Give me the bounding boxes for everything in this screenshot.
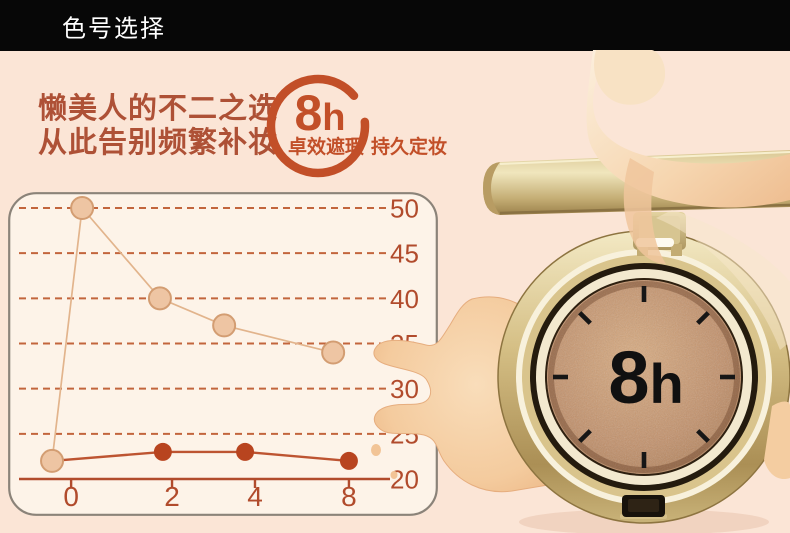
line-chart-panel: 202530354045500248 — [8, 192, 438, 516]
slogan-line-1: 懒美人的不二之选 — [38, 93, 279, 125]
slogan-headline: 懒美人的不二之选 从此告别频繁补妆 — [38, 92, 278, 160]
data-point-light_line — [40, 448, 65, 473]
data-point-light_line — [147, 286, 172, 311]
section-header-bar: 色号选择 — [0, 0, 790, 51]
cushion-sponge — [547, 280, 741, 474]
clock-ticks-icon — [553, 286, 735, 468]
y-tick-label: 40 — [390, 284, 419, 314]
y-tick-label: 20 — [390, 465, 419, 495]
sub-slogan-left: 卓效遮瑕 — [288, 137, 365, 158]
sub-slogan-right: 持久定妆 — [371, 137, 448, 158]
x-tick-label: 0 — [63, 481, 79, 512]
series-dark_line — [51, 450, 350, 463]
data-point-light_line — [70, 196, 95, 221]
liquid-swirl — [586, 50, 790, 480]
y-tick-label: 45 — [390, 239, 419, 269]
data-point-light_line — [321, 340, 346, 365]
line-chart: 202530354045500248 — [8, 192, 438, 516]
compact-latch — [620, 495, 667, 519]
x-tick-label: 8 — [341, 481, 357, 512]
splash-droplet — [390, 471, 398, 479]
y-tick-label: 50 — [390, 194, 419, 224]
data-point-dark_line — [236, 442, 255, 461]
data-point-dark_line — [339, 451, 358, 470]
data-point-light_line — [212, 313, 237, 338]
x-tick-label: 4 — [247, 481, 263, 512]
product-image: 8h — [483, 50, 790, 533]
splash-droplet — [371, 444, 381, 456]
slogan-line-2: 从此告别频繁补妆 — [38, 127, 279, 159]
liquid-swoosh-right — [764, 401, 790, 480]
compact-body: 8h — [497, 230, 790, 533]
8h-badge: 8h — [266, 74, 370, 178]
y-tick-label: 30 — [390, 374, 419, 404]
section-title: 色号选择 — [62, 15, 166, 42]
chart-plot-area: 202530354045500248 — [19, 194, 419, 512]
x-tick-label: 2 — [164, 481, 180, 512]
data-point-dark_line — [153, 442, 172, 461]
badge-ring-icon — [266, 74, 370, 178]
badge-hours-label: 8h — [294, 85, 345, 141]
dial-8h-label: 8h — [608, 336, 683, 419]
